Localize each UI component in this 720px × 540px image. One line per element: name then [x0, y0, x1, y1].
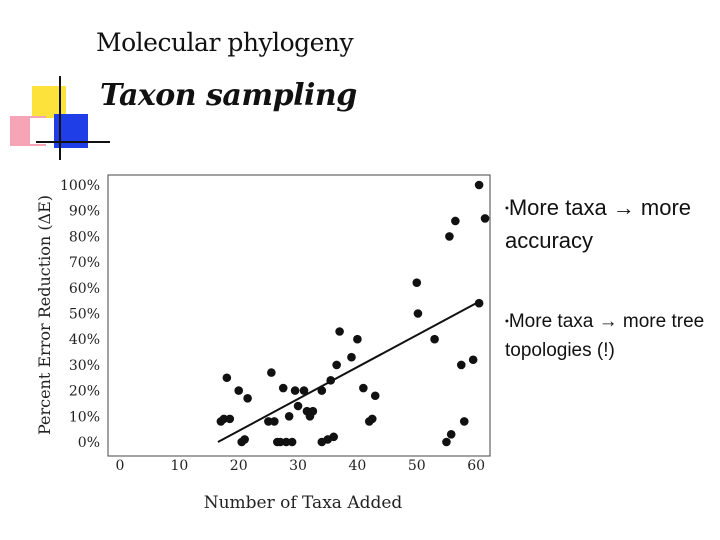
x-tick-label: 30: [289, 458, 307, 474]
x-tick-label: 60: [467, 458, 485, 474]
data-point: [329, 432, 338, 442]
data-point: [459, 417, 469, 426]
x-axis-label: Number of Taxa Added: [204, 493, 403, 513]
data-point: [299, 386, 309, 395]
bullet-text: More taxa → more accuracy: [505, 195, 692, 253]
y-tick-label: 90%: [69, 204, 100, 220]
data-point: [222, 373, 232, 383]
data-point: [234, 386, 244, 395]
y-tick-label: 10%: [69, 409, 100, 425]
data-point: [445, 232, 454, 241]
data-point: [474, 298, 484, 308]
data-point: [275, 437, 285, 447]
data-point: [290, 386, 300, 395]
data-point: [468, 355, 478, 365]
y-tick-label: 60%: [69, 281, 100, 297]
data-point: [287, 437, 297, 447]
bullet-marker: •: [505, 202, 509, 215]
data-point: [270, 417, 279, 426]
y-tick-label: 30%: [69, 358, 100, 374]
data-point: [240, 435, 249, 444]
y-tick-label: 70%: [69, 255, 100, 271]
y-tick-label: 20%: [69, 384, 100, 400]
data-point: [451, 216, 460, 226]
data-point: [219, 414, 229, 424]
data-point: [278, 383, 288, 393]
scatter-chart: 0% 10% 20% 30% 40% 50% 60% 70% 80% 90% 100% 0 10 20 30…: [35, 174, 491, 513]
data-point: [293, 401, 303, 411]
trend-line: [217, 302, 477, 443]
decorative-accent-graphic: [10, 76, 110, 160]
data-point: [480, 214, 490, 223]
y-tick-label: 100%: [60, 178, 100, 194]
slide-title: Taxon sampling: [100, 78, 357, 113]
data-point: [442, 437, 451, 447]
bullet-item-accuracy: •More taxa → more accuracy: [505, 192, 715, 256]
data-point: [308, 406, 318, 416]
data-point: [413, 309, 423, 318]
data-point: [264, 417, 273, 426]
data-point: [225, 414, 235, 424]
data-point: [335, 327, 344, 336]
data-point: [243, 394, 252, 403]
bullet-item-topologies: •More taxa → more tree topologies (!): [505, 307, 715, 365]
data-point: [456, 360, 466, 370]
y-tick-label: 40%: [69, 332, 100, 348]
data-point: [281, 437, 291, 447]
data-point: [353, 334, 362, 344]
y-tick-label: 80%: [69, 229, 100, 245]
y-axis-label: Percent Error Reduction (ΔE): [35, 195, 54, 435]
bullet-list: •More taxa → more accuracy •More taxa → …: [505, 192, 715, 365]
data-point: [347, 352, 356, 362]
data-point: [367, 414, 377, 424]
x-tick-label: 10: [170, 458, 188, 474]
x-tick-label: 50: [408, 458, 426, 474]
bullet-marker: •: [505, 315, 509, 328]
data-point: [412, 278, 422, 287]
bullet-text: More taxa → more tree topologies (!): [505, 310, 705, 362]
data-point: [284, 412, 294, 421]
x-tick-label: 0: [116, 458, 125, 474]
data-point: [370, 391, 380, 401]
y-tick-label: 0%: [78, 435, 100, 451]
plot-frame: [107, 174, 491, 457]
y-tick-label: 50%: [69, 307, 100, 323]
data-point: [326, 376, 336, 385]
data-point: [446, 429, 456, 439]
data-point: [359, 383, 368, 393]
data-point: [267, 368, 276, 377]
data-point: [430, 334, 439, 344]
white-square: [30, 118, 54, 144]
data-point: [332, 360, 341, 370]
x-tick-label: 20: [230, 458, 248, 474]
data-point: [317, 386, 327, 395]
data-point: [474, 180, 484, 190]
x-tick-label: 40: [349, 458, 367, 474]
slide-subtitle: Molecular phylogeny: [96, 28, 354, 57]
